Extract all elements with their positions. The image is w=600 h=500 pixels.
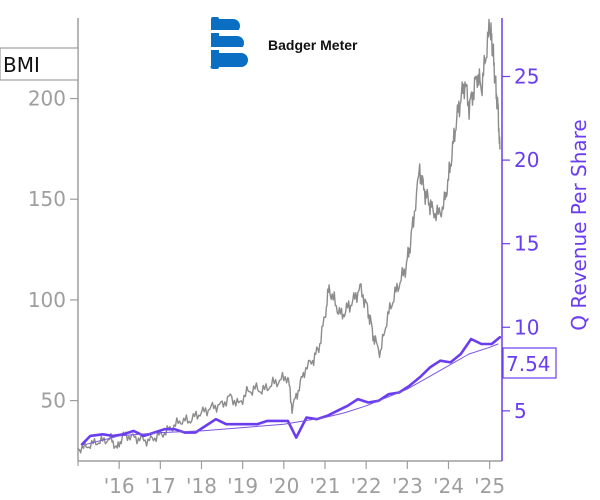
logo-text: Badger Meter <box>268 37 358 53</box>
x-tick-label: '17 <box>145 474 176 498</box>
left-tick-label: 150 <box>28 187 66 211</box>
left-tick-label: 100 <box>28 288 66 312</box>
series-layer <box>77 18 502 454</box>
x-tick-label: '19 <box>227 474 258 498</box>
x-axis-ticks: '16 '17 '18 '19 '20 '21 '22 '23 '24 '25 <box>77 461 505 498</box>
price-line <box>77 18 501 454</box>
company-logo: Badger Meter <box>210 17 358 69</box>
revenue-line <box>80 336 502 446</box>
right-tick-label: 10 <box>514 315 539 339</box>
right-axis-label: Q Revenue Per Share <box>567 119 591 331</box>
right-tick-label: 25 <box>514 65 539 89</box>
x-tick-label: '20 <box>268 474 299 498</box>
x-tick-label: '22 <box>351 474 382 498</box>
ticker-label: BMI <box>0 47 79 81</box>
logo-mark-icon <box>210 17 256 69</box>
revenue-trend-line <box>85 343 499 445</box>
right-tick-label: 15 <box>514 232 539 256</box>
right-tick-label: 5 <box>514 399 527 423</box>
ticker-symbol: BMI <box>3 53 40 77</box>
x-tick-label: '21 <box>310 474 341 498</box>
x-tick-label: '16 <box>104 474 135 498</box>
x-tick-label: '24 <box>433 474 464 498</box>
right-tick-label: 20 <box>514 148 539 172</box>
left-tick-label: 50 <box>41 389 66 413</box>
last-value-badge: 7.54 <box>502 347 557 379</box>
left-tick-label: 200 <box>28 87 66 111</box>
x-tick-label: '23 <box>392 474 423 498</box>
x-tick-label: '25 <box>474 474 505 498</box>
x-tick-label: '18 <box>186 474 217 498</box>
right-axis-ticks: 5 10 15 20 25 <box>502 65 539 423</box>
left-axis-ticks: 50 100 150 200 <box>28 87 78 413</box>
last-value: 7.54 <box>506 352 551 376</box>
